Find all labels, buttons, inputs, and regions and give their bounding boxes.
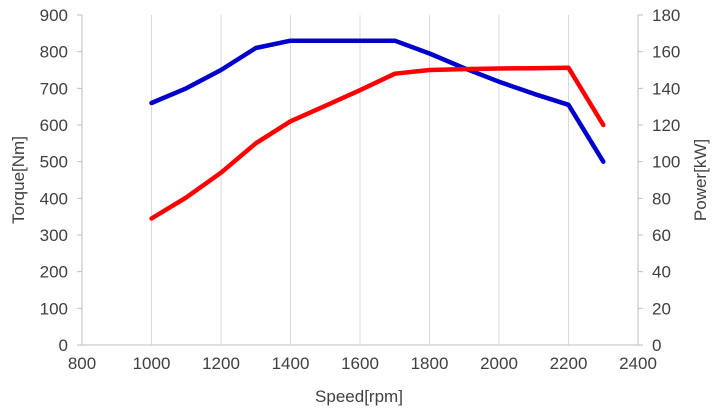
x-tick-label: 1600	[341, 354, 379, 373]
y-tick-label: 600	[40, 116, 68, 135]
y-tick-label: 300	[40, 226, 68, 245]
y-tick-label: 100	[40, 299, 68, 318]
y2-tick-label: 180	[652, 6, 680, 25]
x-tick-label: 2200	[550, 354, 588, 373]
y-tick-label: 800	[40, 43, 68, 62]
x-tick-label: 2000	[480, 354, 518, 373]
tick-label-layer: 800 1000 1200 1400 1600 1800 2000 2200 240001002…	[40, 6, 681, 373]
x-tick-label: 2400	[619, 354, 657, 373]
series-layer	[149, 38, 606, 221]
y2-tick-label: 80	[652, 189, 671, 208]
axis-layer	[77, 14, 643, 346]
y-tick-label: 400	[40, 189, 68, 208]
y2-tick-label: 140	[652, 79, 680, 98]
y2-axis-title: Power[kW]	[691, 139, 710, 221]
x-axis-title: Speed[rpm]	[315, 387, 403, 406]
x-tick-label: 1400	[272, 354, 310, 373]
torque-series-line	[149, 38, 606, 164]
y2-tick-label: 120	[652, 116, 680, 135]
y2-tick-label: 40	[652, 263, 671, 282]
x-tick-label: 1200	[202, 354, 240, 373]
y-axis-title: Torque[Nm]	[9, 136, 28, 224]
x-tick-label: 1000	[133, 354, 171, 373]
y2-tick-label: 0	[652, 336, 661, 355]
y-tick-label: 0	[59, 336, 68, 355]
y2-tick-label: 20	[652, 299, 671, 318]
y-tick-label: 200	[40, 263, 68, 282]
y-tick-label: 500	[40, 153, 68, 172]
x-tick-label: 1800	[411, 354, 449, 373]
y-tick-label: 700	[40, 79, 68, 98]
y2-tick-label: 100	[652, 153, 680, 172]
y2-tick-label: 160	[652, 43, 680, 62]
x-tick-label: 800	[68, 354, 96, 373]
y2-tick-label: 60	[652, 226, 671, 245]
power-series-line	[149, 65, 606, 221]
y-tick-label: 900	[40, 6, 68, 25]
